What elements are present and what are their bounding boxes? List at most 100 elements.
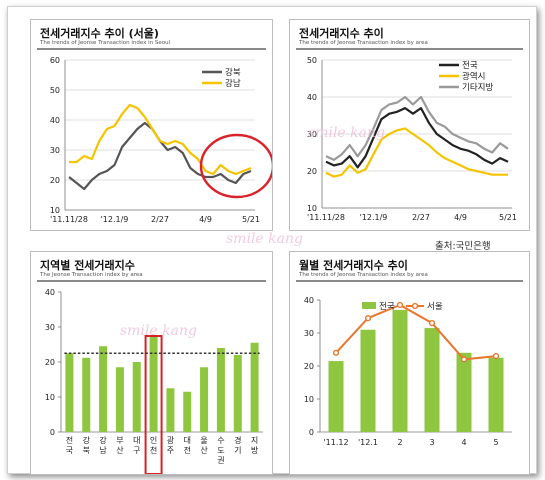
legend-label: 광역시	[462, 71, 485, 82]
x-tick-label: 인	[150, 435, 157, 445]
x-tick-label: 주	[167, 446, 174, 455]
legend-label: 전국	[379, 301, 395, 312]
chart-title: 월별 전세거래지수 추이	[299, 259, 408, 272]
bar	[233, 355, 242, 432]
series-point	[364, 315, 372, 322]
y-tick-label: 20	[50, 176, 60, 185]
title-rule	[296, 280, 523, 282]
bar	[82, 357, 91, 432]
legend-label: 강남	[225, 78, 241, 89]
bar	[250, 342, 259, 432]
x-tick-label: 4/9	[454, 213, 467, 222]
x-tick-label: 3	[429, 438, 434, 447]
bar	[216, 348, 225, 432]
title-rule	[37, 280, 266, 282]
x-tick-label: 4/9	[199, 215, 212, 224]
seoul-trend-chart: 10 20 30 40 50 60 '11.11/28 '12.1/9 2/27 4/9 5/21 강…	[50, 56, 272, 224]
x-tick-label: 5	[493, 438, 498, 447]
x-tick-label: 부	[116, 436, 123, 445]
x-tick-label: 4	[461, 438, 466, 447]
series-point	[428, 319, 436, 327]
series-point	[460, 356, 468, 363]
legend-swatch	[362, 302, 376, 309]
x-tick-label: 강	[83, 435, 91, 445]
y-tick-label: 50	[50, 86, 60, 95]
x-tick-label: 2	[397, 438, 402, 447]
highlight-circle	[199, 133, 272, 199]
series-point	[396, 301, 404, 309]
x-tick-label: 권	[217, 455, 224, 465]
chart-panel-area-trend: 전세거래지수 추이 The trends of Jeonse Transacti…	[289, 19, 530, 231]
x-tick-label: 기	[234, 446, 241, 455]
x-tick-label: 남	[99, 446, 107, 455]
x-tick-label: 경	[234, 435, 241, 445]
series-point	[332, 349, 340, 356]
y-tick-label: 40	[45, 288, 55, 297]
bar	[392, 309, 408, 432]
x-tick-label: 국	[66, 446, 73, 455]
series-line	[325, 106, 509, 169]
x-tick-label: 산	[116, 445, 124, 455]
y-tick-label: 10	[307, 204, 317, 213]
bar	[149, 335, 158, 432]
figure-frame: 전세거래지수 추이 (서울) The trends of Jeonse Tran…	[7, 6, 537, 475]
y-tick-label: 30	[304, 329, 314, 338]
y-tick-label: 10	[50, 206, 60, 215]
x-tick-label: 수	[217, 436, 224, 445]
y-tick-label: 60	[50, 56, 60, 65]
y-tick-label: 50	[307, 56, 317, 65]
watermark: smile kang	[308, 125, 385, 141]
y-tick-label: 20	[45, 358, 55, 367]
x-tick-label: 산	[200, 445, 208, 455]
monthly-index-chart: 0 10 20 30 40 '11.12 '12.1 2 3 4 5 전국 서울	[304, 296, 512, 447]
chart-subtitle: The trends of Jeonse Transaction index i…	[40, 40, 171, 46]
bar	[183, 391, 192, 432]
x-tick-label: 울	[200, 436, 207, 445]
bar	[360, 329, 376, 432]
legend-label: 기타지방	[462, 82, 493, 93]
series-line	[325, 127, 508, 178]
bar	[200, 367, 209, 432]
bar	[424, 328, 440, 432]
chart-subtitle: The trends of Jeonse Transaction index b…	[299, 272, 428, 278]
x-tick-label: '11.11/28	[307, 213, 345, 222]
x-tick-label: 5/21	[242, 215, 260, 224]
y-tick-label: 20	[307, 167, 317, 176]
legend-label: 전국	[462, 60, 478, 71]
y-tick-label: 10	[45, 393, 55, 402]
series-line	[68, 121, 252, 191]
y-tick-label: 40	[307, 93, 317, 102]
x-tick-label: 광	[167, 435, 175, 445]
x-tick-label: 북	[83, 446, 90, 455]
y-tick-label: 40	[304, 296, 314, 305]
bar	[328, 361, 344, 432]
series-line	[69, 103, 252, 176]
x-tick-label: 전	[184, 445, 191, 455]
series-line	[325, 95, 509, 161]
x-tick-label: '12.1/9	[101, 215, 129, 224]
chart-title: 전세거래지수 추이 (서울)	[40, 27, 159, 40]
bar	[99, 346, 108, 432]
x-tick-label: '11.11/28	[50, 215, 88, 224]
bar	[456, 352, 472, 432]
legend-marker	[411, 302, 419, 310]
x-tick-label: '12.1	[358, 438, 378, 447]
x-tick-label: 지	[251, 436, 258, 445]
chart-subtitle: The trends of Jeonse Transaction index b…	[299, 40, 428, 46]
x-tick-label: 도	[217, 446, 224, 455]
x-tick-label: 2/27	[412, 213, 430, 222]
watermark: smile kang	[120, 323, 197, 339]
y-tick-label: 30	[307, 130, 317, 139]
watermark: smile kang	[226, 231, 303, 247]
bar	[166, 388, 175, 432]
legend-label: 강북	[225, 67, 241, 78]
x-tick-label: 강	[99, 435, 107, 445]
title-rule	[37, 48, 266, 50]
x-tick-label: 대	[133, 436, 140, 445]
bar	[115, 367, 124, 432]
x-tick-label: 구	[133, 446, 140, 455]
title-rule	[296, 48, 523, 50]
bar	[65, 353, 74, 432]
chart-subtitle: The Jeonse Transaction index by area	[40, 272, 143, 278]
